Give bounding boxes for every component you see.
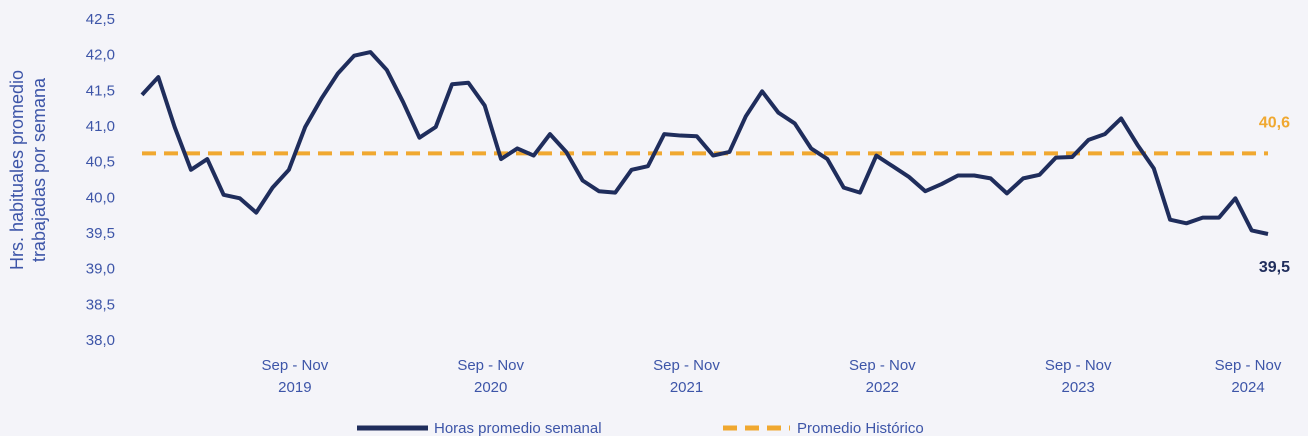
x-tick-label: Sep - Nov 2021: [653, 357, 720, 396]
y-tick-label: 40,0: [86, 189, 115, 206]
reference-label: 40,6: [1259, 115, 1290, 132]
x-tick-label: Sep - Nov 2022: [848, 357, 916, 396]
legend-label: Promedio Histórico: [797, 420, 924, 436]
y-tick-label: 42,5: [86, 11, 115, 28]
y-tick-label: 40,5: [86, 154, 115, 171]
legend-label: Horas promedio semanal: [434, 420, 602, 436]
x-tick-label: Sep - Nov 2024: [1214, 357, 1282, 396]
y-axis-label: trabajadas por semana: [29, 77, 49, 262]
y-tick-label: 42,0: [86, 47, 115, 64]
y-tick-label: 38,5: [86, 296, 115, 313]
y-tick-label: 41,0: [86, 118, 115, 135]
x-tick-label: Sep - Nov 2020: [457, 357, 525, 396]
y-tick-label: 39,5: [86, 225, 115, 242]
data-label: 39,5: [1259, 259, 1290, 276]
x-tick-label: Sep - Nov 2019: [261, 357, 329, 396]
y-tick-label: 38,0: [86, 332, 115, 349]
line-series: [140, 50, 1269, 236]
x-tick-label: Sep - Nov 2023: [1044, 357, 1112, 396]
y-axis-label: Hrs. habituales promedio: [7, 70, 27, 270]
y-tick-label: 39,0: [86, 261, 115, 278]
y-tick-label: 41,5: [86, 82, 115, 99]
